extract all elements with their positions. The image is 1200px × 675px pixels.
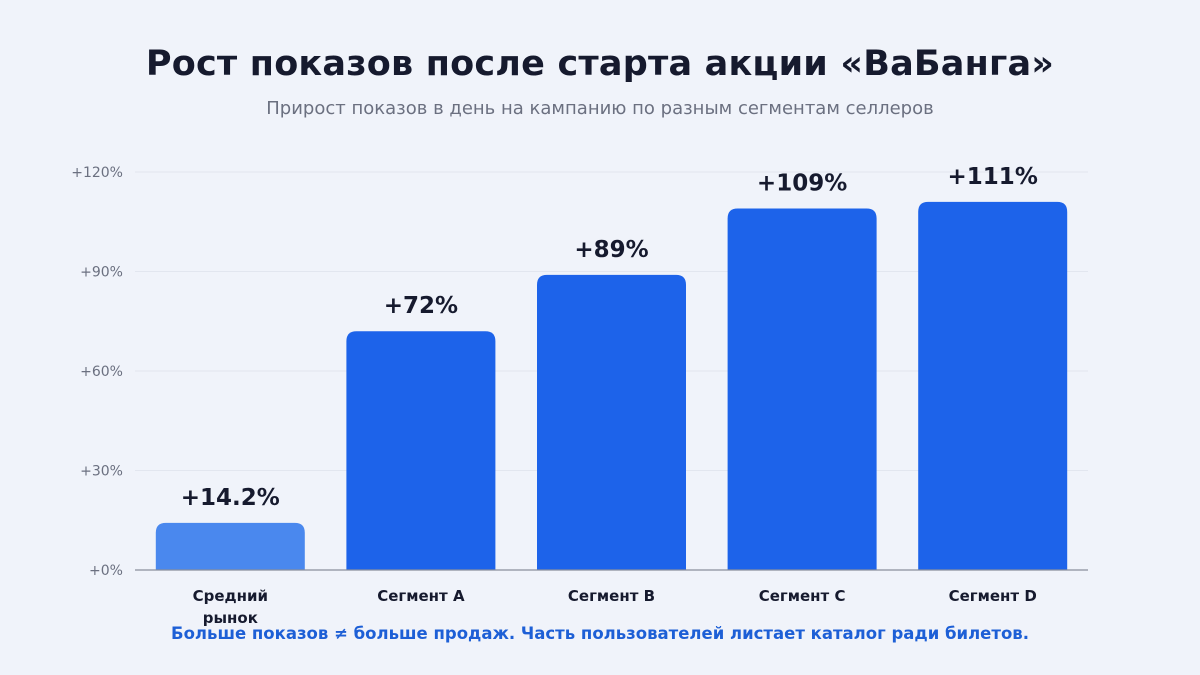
y-tick-label: +90% [80,265,123,281]
y-tick-label: +0% [89,563,123,579]
x-tick-label: Средний рынок [193,587,268,627]
y-tick-label: +30% [80,464,123,480]
data-label: +89% [574,237,648,263]
chart-footnote: Больше показов ≠ больше продаж. Часть по… [171,624,1029,643]
bar [346,331,496,570]
x-tick-label: Сегмент D [949,587,1037,605]
data-label: +111% [948,164,1038,190]
data-label: +14.2% [181,485,280,511]
x-tick-label: Сегмент C [759,587,846,605]
chart-title: Рост показов после старта акции «ВаБанга… [145,44,1055,84]
bar [918,201,1068,570]
x-tick-label: Сегмент B [568,587,655,605]
bar [155,522,305,570]
bar [727,208,877,570]
chart-subtitle: Прирост показов в день на кампанию по ра… [266,98,934,119]
data-label: +109% [757,170,847,196]
y-tick-label: +60% [80,364,123,380]
y-tick-label: +120% [71,165,123,181]
x-tick-label: Сегмент A [377,587,465,605]
data-label: +72% [384,293,458,319]
bar [537,274,686,570]
